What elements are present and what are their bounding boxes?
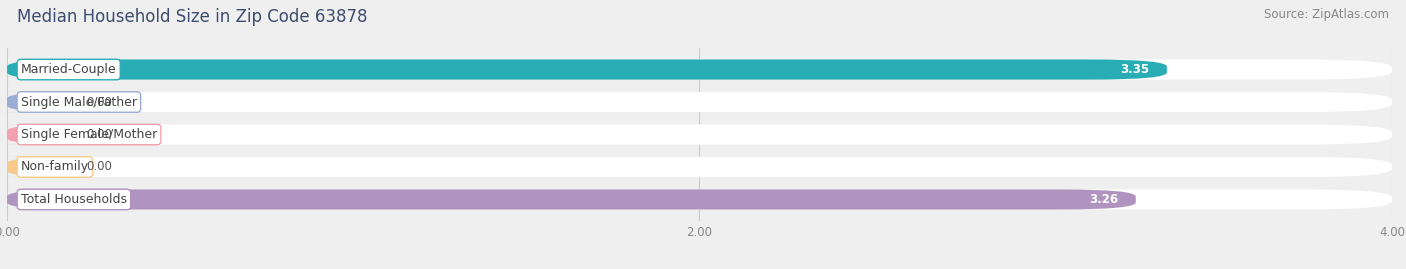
FancyBboxPatch shape (0, 92, 76, 112)
Text: Total Households: Total Households (21, 193, 127, 206)
FancyBboxPatch shape (7, 189, 1136, 210)
Text: Source: ZipAtlas.com: Source: ZipAtlas.com (1264, 8, 1389, 21)
Text: 0.00: 0.00 (87, 95, 112, 108)
FancyBboxPatch shape (7, 157, 1392, 177)
Text: 0.00: 0.00 (87, 161, 112, 174)
Text: Single Female/Mother: Single Female/Mother (21, 128, 157, 141)
FancyBboxPatch shape (0, 157, 76, 177)
Text: Median Household Size in Zip Code 63878: Median Household Size in Zip Code 63878 (17, 8, 367, 26)
FancyBboxPatch shape (7, 59, 1392, 80)
FancyBboxPatch shape (7, 59, 1167, 80)
Text: Non-family: Non-family (21, 161, 89, 174)
FancyBboxPatch shape (7, 189, 1392, 210)
FancyBboxPatch shape (0, 125, 76, 144)
Text: 0.00: 0.00 (87, 128, 112, 141)
FancyBboxPatch shape (7, 92, 1392, 112)
Text: Single Male/Father: Single Male/Father (21, 95, 136, 108)
Text: Married-Couple: Married-Couple (21, 63, 117, 76)
Text: 3.35: 3.35 (1121, 63, 1150, 76)
FancyBboxPatch shape (7, 125, 1392, 144)
Text: 3.26: 3.26 (1090, 193, 1118, 206)
